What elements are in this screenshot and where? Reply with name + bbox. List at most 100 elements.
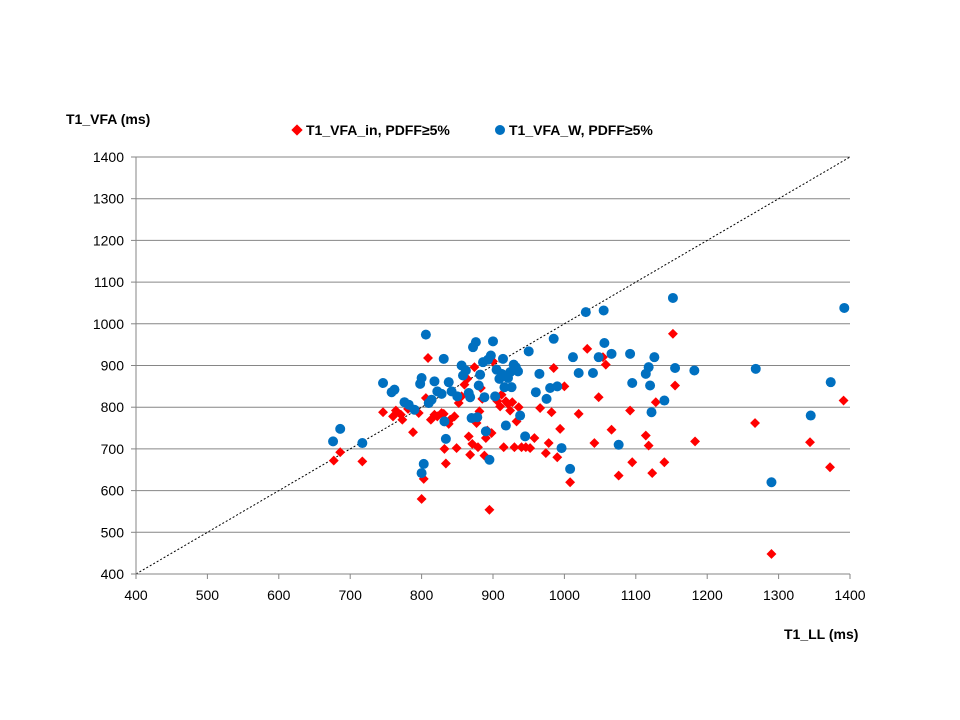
x-tick-label: 700 [339, 587, 363, 603]
point-series-1 [543, 438, 554, 449]
point-series-1 [498, 442, 509, 453]
point-series-2 [506, 382, 517, 393]
point-series-2 [649, 352, 660, 363]
point-series-2 [580, 307, 591, 318]
point-series-2 [499, 382, 510, 393]
x-tick-labels: 400 500 600 700 800 900 1000 1100 1200 1300 1400 [124, 587, 865, 603]
point-series-2 [689, 365, 700, 376]
point-series-2 [429, 376, 440, 387]
point-series-2 [766, 477, 777, 488]
point-series-2 [409, 404, 420, 415]
point-series-1 [573, 408, 584, 419]
point-series-2 [670, 363, 681, 374]
y-tick-label: 800 [101, 399, 125, 415]
point-series-1 [805, 437, 815, 448]
point-series-2 [534, 368, 545, 379]
y-tick-label: 400 [101, 566, 125, 582]
point-series-2 [420, 329, 431, 340]
point-series-2 [839, 302, 850, 313]
data-points [328, 292, 850, 559]
point-series-2 [479, 392, 490, 403]
point-series-1 [640, 430, 651, 441]
point-series-2 [475, 369, 486, 380]
x-axis-title: T1_LL (ms) [784, 626, 858, 642]
point-series-2 [523, 346, 534, 357]
y-tick-label: 1100 [94, 274, 124, 290]
point-series-2 [646, 407, 657, 418]
point-series-1 [408, 427, 418, 438]
point-series-2 [515, 410, 526, 421]
point-series-1 [552, 452, 563, 463]
point-series-1 [670, 380, 681, 391]
point-series-1 [535, 403, 546, 413]
point-series-2 [460, 365, 471, 376]
point-series-1 [659, 457, 670, 468]
point-series-2 [541, 393, 552, 404]
point-series-1 [625, 405, 636, 416]
point-series-1 [825, 462, 835, 473]
point-series-2 [645, 380, 656, 391]
point-series-1 [525, 443, 536, 454]
point-series-1 [627, 457, 638, 468]
y-tick-label: 900 [101, 358, 125, 374]
point-series-1 [647, 468, 658, 479]
point-series-1 [838, 395, 849, 406]
point-series-1 [513, 402, 524, 413]
point-series-2 [587, 368, 598, 379]
point-series-2 [520, 431, 531, 442]
point-series-1 [650, 397, 661, 408]
point-series-1 [423, 353, 433, 363]
point-series-1 [546, 407, 557, 418]
point-series-2 [357, 438, 368, 449]
point-series-1 [416, 493, 427, 504]
point-series-2 [436, 388, 447, 399]
point-series-2 [440, 433, 451, 444]
y-tick-label: 1000 [93, 316, 124, 332]
x-tick-label: 600 [267, 587, 291, 603]
point-series-2 [470, 337, 481, 348]
point-series-2 [443, 377, 454, 388]
point-series-2 [438, 353, 449, 364]
point-series-2 [643, 362, 654, 373]
point-series-2 [439, 416, 450, 427]
point-series-2 [484, 454, 495, 465]
circle-marker-icon [495, 125, 505, 135]
point-series-1 [606, 424, 617, 435]
point-series-1 [465, 449, 476, 460]
y-tick-label: 1200 [93, 232, 124, 248]
point-series-1 [378, 407, 388, 418]
x-tick-label: 500 [196, 587, 220, 603]
legend-label-series-1: T1_VFA_in, PDFF≥5% [306, 122, 450, 138]
y-axis-title: T1_VFA (ms) [66, 111, 150, 127]
point-series-1 [357, 456, 368, 467]
point-series-2 [593, 352, 604, 363]
point-series-2 [825, 377, 836, 388]
x-tick-label: 1400 [834, 587, 865, 603]
point-series-2 [473, 380, 484, 391]
point-series-2 [426, 394, 437, 405]
point-series-1 [582, 343, 593, 354]
legend: T1_VFA_in, PDFF≥5% T1_VFA_W, PDFF≥5% [291, 122, 653, 138]
x-tick-label: 1300 [763, 587, 794, 603]
point-series-1 [548, 363, 559, 373]
x-tick-label: 1200 [692, 587, 723, 603]
point-series-2 [548, 333, 559, 344]
y-tick-label: 1300 [93, 191, 124, 207]
y-tick-labels: 400 500 600 700 800 900 1000 1100 1200 1300 1400 [93, 149, 124, 582]
point-series-2 [512, 366, 523, 377]
point-series-2 [488, 336, 498, 347]
point-series-1 [559, 381, 570, 392]
point-series-1 [667, 328, 678, 339]
y-tick-label: 700 [101, 441, 125, 457]
point-series-2 [418, 458, 429, 469]
point-series-2 [567, 352, 578, 363]
point-series-2 [472, 412, 483, 423]
y-tick-label: 500 [101, 524, 125, 540]
point-series-1 [555, 423, 566, 434]
point-series-2 [416, 468, 427, 479]
point-series-2 [625, 348, 636, 359]
point-series-2 [599, 337, 610, 348]
point-series-1 [643, 440, 654, 451]
point-series-2 [750, 363, 761, 374]
